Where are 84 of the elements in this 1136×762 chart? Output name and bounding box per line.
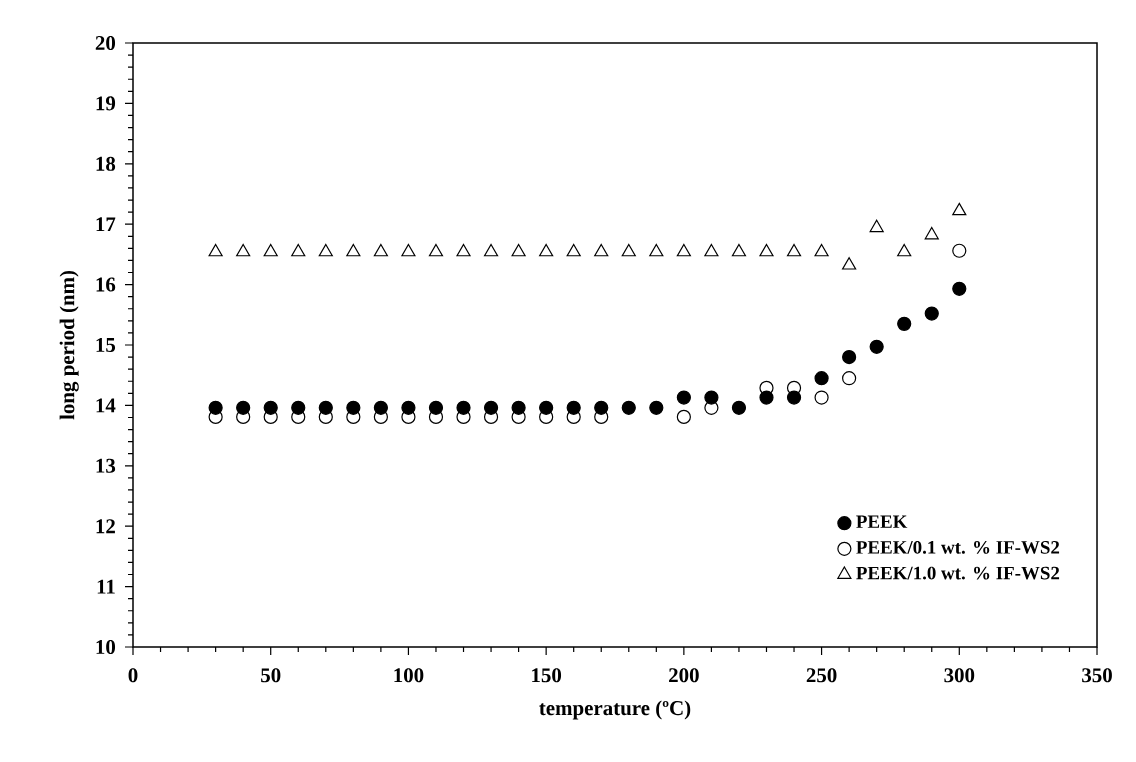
point xyxy=(456,400,471,415)
point xyxy=(483,400,499,415)
y-tick-label: 15 xyxy=(96,337,116,352)
point xyxy=(428,400,444,415)
point xyxy=(649,243,664,257)
point xyxy=(676,409,691,424)
y-tick-label: 19 xyxy=(96,96,116,111)
y-tick-label: 20 xyxy=(95,35,116,51)
point xyxy=(842,349,857,365)
point xyxy=(428,243,444,257)
point xyxy=(952,202,967,216)
point xyxy=(318,400,333,415)
x-tick-label: 200 xyxy=(669,668,699,683)
legend-label: PEEK/0.1 wt. % IF-WS2 xyxy=(856,540,1060,554)
y-axis-title: long period (nm) xyxy=(59,270,79,420)
point xyxy=(869,339,884,354)
y-tick-label: 16 xyxy=(96,277,116,292)
point xyxy=(759,243,774,257)
point xyxy=(346,400,361,415)
point xyxy=(236,400,251,415)
y-tick-label: 18 xyxy=(96,156,116,171)
point xyxy=(786,390,802,405)
point xyxy=(401,243,416,257)
point xyxy=(924,226,939,240)
point xyxy=(263,400,278,415)
point xyxy=(236,243,251,257)
point xyxy=(483,243,499,257)
point xyxy=(263,243,278,257)
point xyxy=(759,390,774,405)
point xyxy=(291,400,306,415)
legend-label: PEEK xyxy=(856,515,908,528)
point xyxy=(897,243,912,257)
y-tick-label: 17 xyxy=(96,217,116,232)
y-tick-label: 14 xyxy=(96,398,116,413)
point xyxy=(814,371,829,386)
point xyxy=(731,243,747,257)
point xyxy=(566,400,581,415)
x-tick-label: 0 xyxy=(128,668,138,683)
y-tick-label: 12 xyxy=(96,519,115,534)
point xyxy=(346,243,361,257)
point xyxy=(704,243,719,257)
x-tick-label: 250 xyxy=(806,668,837,683)
y-tick-label: 10 xyxy=(96,639,116,655)
point xyxy=(539,400,554,415)
point xyxy=(539,243,554,257)
point xyxy=(649,400,664,415)
y-tick-label: 13 xyxy=(96,458,116,473)
point xyxy=(842,257,857,270)
point xyxy=(208,243,223,257)
x-tick-label: 100 xyxy=(394,668,424,683)
point xyxy=(621,400,636,415)
point xyxy=(952,281,967,296)
point xyxy=(676,243,691,257)
point xyxy=(291,243,306,257)
point xyxy=(897,316,912,331)
point xyxy=(373,400,388,415)
point xyxy=(456,243,471,257)
point xyxy=(924,306,939,321)
point xyxy=(869,219,884,233)
point xyxy=(373,243,388,257)
x-tick-label: 150 xyxy=(532,668,562,683)
point xyxy=(731,400,747,415)
point xyxy=(786,243,802,257)
point xyxy=(842,371,857,386)
x-tick-label: 50 xyxy=(261,668,281,683)
point xyxy=(814,243,829,257)
point xyxy=(511,243,526,257)
y-tick-label: 11 xyxy=(97,579,115,594)
legend-label: PEEK/1.0 wt. % IF-WS2 xyxy=(856,566,1060,580)
point xyxy=(814,390,829,405)
point xyxy=(566,243,581,257)
point xyxy=(511,400,526,415)
x-tick-label: 300 xyxy=(944,668,975,683)
point xyxy=(621,243,636,257)
point xyxy=(318,243,333,257)
point xyxy=(952,243,967,258)
point xyxy=(704,390,719,405)
x-axis-title: temperature (ºC) xyxy=(539,700,691,720)
x-tick-label: 350 xyxy=(1082,668,1112,683)
point xyxy=(208,400,223,415)
point xyxy=(594,400,609,415)
point xyxy=(401,400,416,415)
point xyxy=(594,243,609,257)
point xyxy=(676,390,691,405)
